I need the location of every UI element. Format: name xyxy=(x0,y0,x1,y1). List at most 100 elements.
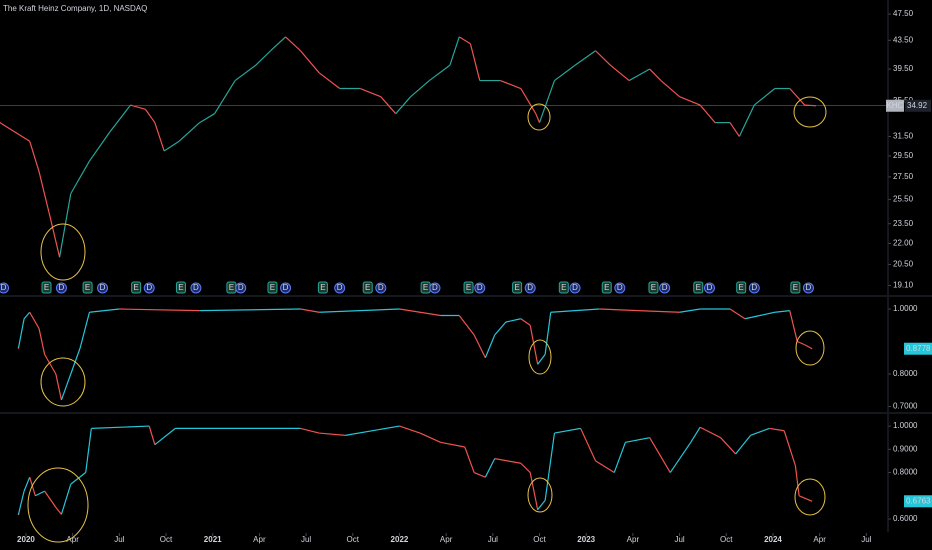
series-segment xyxy=(484,458,496,478)
annotations xyxy=(27,96,827,543)
highlight-ellipse xyxy=(27,467,89,543)
series-segment xyxy=(234,64,257,82)
series-segment xyxy=(789,88,806,106)
x-tick-label: Oct xyxy=(533,535,546,544)
x-tick-label: Jul xyxy=(488,535,498,544)
series-segment xyxy=(38,328,46,355)
series-segment xyxy=(29,311,40,329)
highlight-ellipse xyxy=(795,330,825,366)
series-segment xyxy=(679,96,701,106)
series-segment xyxy=(319,308,400,313)
dividend-label: D xyxy=(378,283,384,292)
dividend-label: D xyxy=(662,283,668,292)
earnings-marker xyxy=(362,281,373,294)
y-tick-label: 31.50 xyxy=(893,132,914,141)
series-segment xyxy=(23,476,31,492)
x-tick-label: Oct xyxy=(160,535,173,544)
y-tick-label: 19.10 xyxy=(893,281,914,290)
x-tick-label: 2023 xyxy=(577,535,595,544)
series-segment xyxy=(473,334,486,359)
series-segment xyxy=(449,36,460,66)
series-segment xyxy=(769,427,785,432)
series-segment xyxy=(300,50,320,74)
series-segment xyxy=(55,507,62,515)
series-segment xyxy=(17,318,25,349)
series-segment xyxy=(285,36,301,52)
earnings-label: E xyxy=(793,283,798,292)
series-segment xyxy=(753,88,776,106)
highlight-ellipse xyxy=(40,357,86,407)
y-tick-label: 0.8000 xyxy=(893,369,918,378)
series-segment xyxy=(380,96,397,115)
highlight-ellipse xyxy=(527,103,551,131)
series-segment xyxy=(70,160,90,194)
series-segment xyxy=(300,427,320,434)
series-segment xyxy=(729,122,740,137)
earnings-marker xyxy=(82,281,93,294)
dividend-marker xyxy=(748,282,760,294)
earnings-label: E xyxy=(561,283,566,292)
chart-title: The Kraft Heinz Company, 1D, NASDAQ xyxy=(3,4,147,13)
last-value-box xyxy=(904,495,932,508)
highlight-ellipse xyxy=(528,339,552,375)
x-tick-label: Jul xyxy=(301,535,311,544)
earnings-marker xyxy=(131,281,142,294)
series-segment xyxy=(744,314,761,320)
dividend-marker xyxy=(802,282,814,294)
series-segment xyxy=(419,432,441,443)
series-segment xyxy=(529,472,539,510)
earnings-label: E xyxy=(423,283,428,292)
dividend-marker xyxy=(614,282,626,294)
series-segment xyxy=(270,36,286,52)
series-segment xyxy=(419,311,441,317)
y-tick-label: 29.50 xyxy=(893,151,914,160)
dividend-label: D xyxy=(806,283,812,292)
earnings-label: E xyxy=(365,283,370,292)
x-tick-label: 2022 xyxy=(391,535,409,544)
series-segment xyxy=(649,437,671,473)
series-segment xyxy=(494,321,507,336)
series-segment xyxy=(0,122,31,142)
earnings-marker xyxy=(41,281,52,294)
series-segment xyxy=(595,460,615,474)
series-segment xyxy=(595,50,611,66)
dividend-label: D xyxy=(617,283,623,292)
series-segment xyxy=(520,462,531,473)
series-segment xyxy=(178,122,201,142)
series-segment xyxy=(529,325,539,365)
dividend-label: D xyxy=(238,283,244,292)
earnings-label: E xyxy=(739,283,744,292)
dividend-marker xyxy=(703,282,715,294)
series-segment xyxy=(89,308,120,313)
x-tick-label: Apr xyxy=(66,535,79,544)
series-segment xyxy=(360,87,382,98)
series-segment xyxy=(759,311,775,317)
series-segment xyxy=(544,432,556,501)
dividend-marker xyxy=(375,282,387,294)
y-tick-label: 0.7000 xyxy=(893,402,918,411)
x-tick-label: Oct xyxy=(347,535,360,544)
series-segment xyxy=(550,308,600,313)
series-segment xyxy=(520,318,531,326)
dividend-label: D xyxy=(477,283,483,292)
series-segment xyxy=(729,308,746,320)
series-segment xyxy=(738,104,755,137)
series-segment xyxy=(494,458,521,464)
y-tick-label: 22.00 xyxy=(893,238,914,247)
earnings-marker xyxy=(267,281,278,294)
series-segment xyxy=(399,425,421,434)
dividend-marker xyxy=(429,282,441,294)
series-segment xyxy=(699,426,721,439)
dividend-marker xyxy=(55,282,67,294)
y-tick-label: 43.50 xyxy=(893,35,914,44)
series-segment xyxy=(794,465,800,496)
series-segment xyxy=(395,96,412,115)
highlight-ellipse xyxy=(40,223,86,281)
series-segment xyxy=(699,104,716,123)
series-segment xyxy=(60,483,72,515)
series-segment xyxy=(29,141,40,172)
series-segment xyxy=(554,64,576,82)
series-segment xyxy=(300,308,320,313)
series-segment xyxy=(428,64,451,82)
